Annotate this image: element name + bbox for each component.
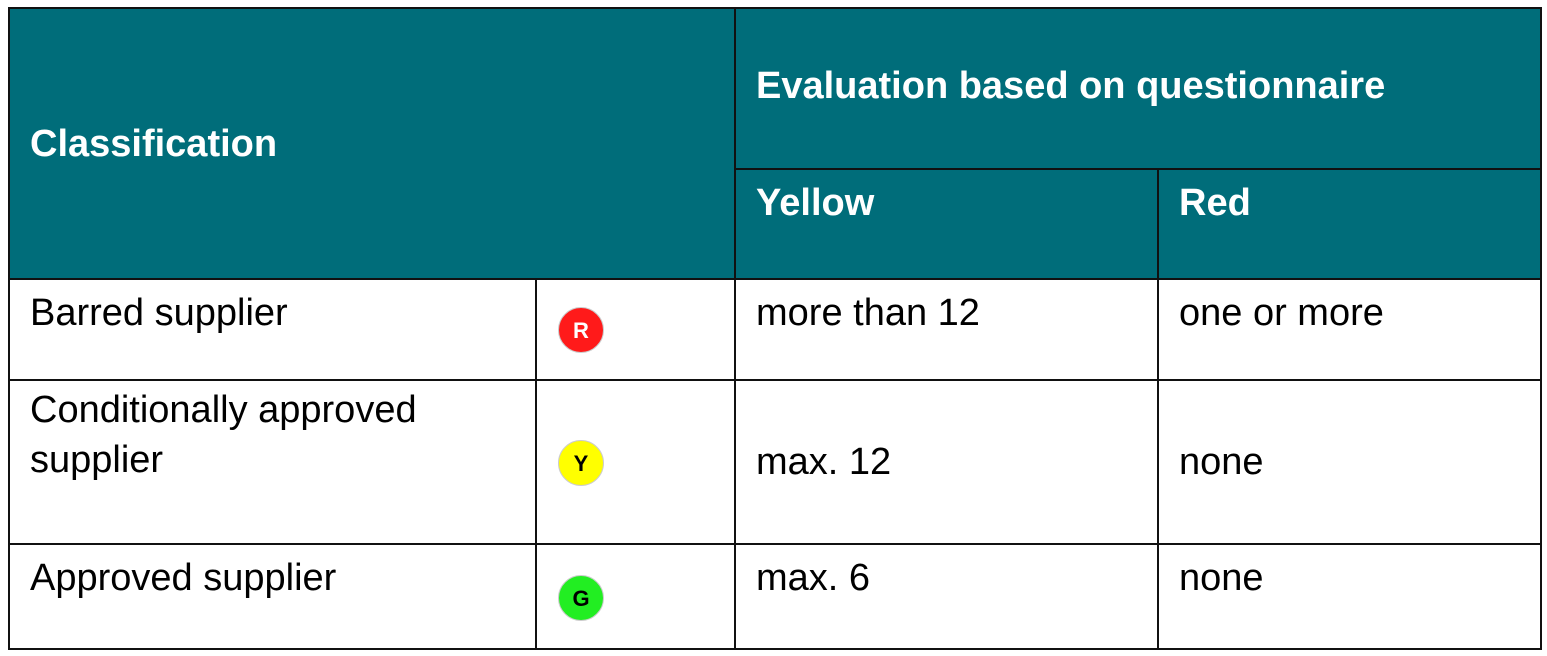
yellow-value: max. 6 (734, 543, 1159, 650)
status-badge: G (558, 575, 604, 621)
status-badge: Y (558, 440, 604, 486)
yellow-value: more than 12 (734, 278, 1159, 381)
yellow-value: max. 12 (734, 379, 1159, 545)
row-label: Conditionally approved supplier (8, 379, 537, 545)
red-value: one or more (1157, 278, 1542, 381)
status-badge: R (558, 307, 604, 353)
header-cell: Classification (8, 7, 736, 280)
row-label: Approved supplier (8, 543, 537, 650)
header-cell: Evaluation based on questionnaire (734, 7, 1542, 170)
header-cell: Red (1157, 168, 1542, 280)
red-value: none (1157, 543, 1542, 650)
red-value: none (1157, 379, 1542, 545)
row-label: Barred supplier (8, 278, 537, 381)
header-cell: Yellow (734, 168, 1159, 280)
